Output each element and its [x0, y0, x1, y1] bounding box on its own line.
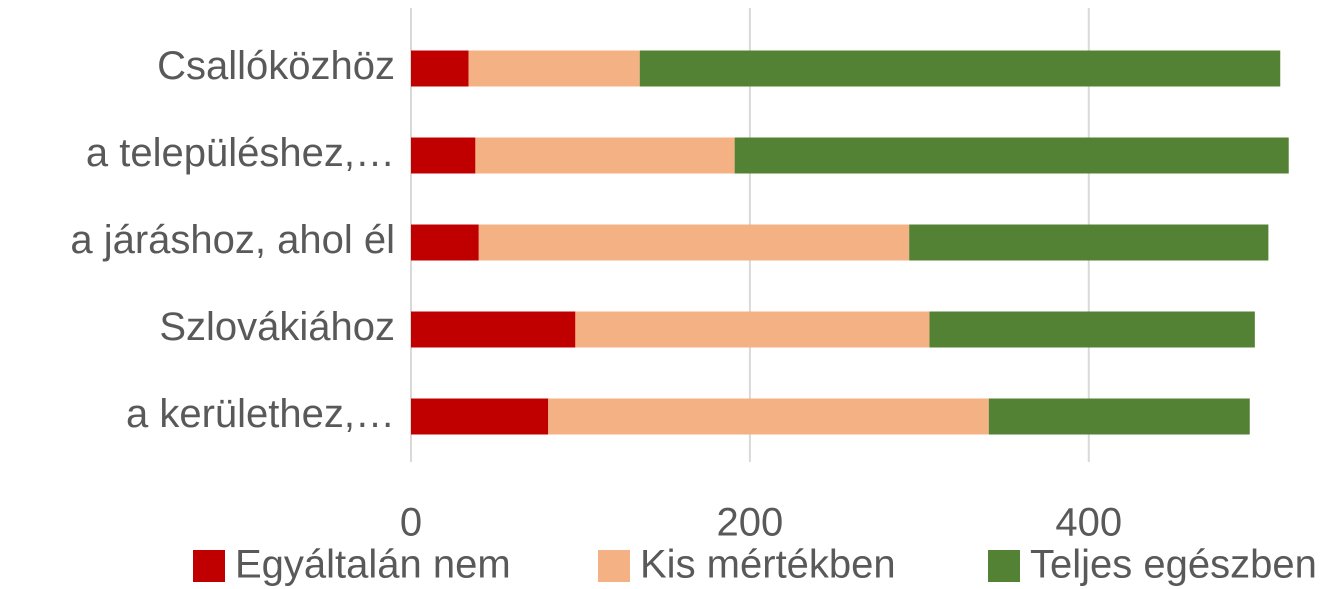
legend-swatch	[598, 550, 630, 582]
x-tick-label: 0	[400, 501, 422, 545]
bar-segment	[734, 137, 1289, 174]
legend-label: Teljes egészben	[1030, 543, 1317, 587]
x-tick-label: 400	[1055, 501, 1122, 545]
y-tick-label: Csallóközhöz	[157, 44, 395, 88]
bar-segment	[478, 224, 910, 261]
bar-segment	[411, 224, 479, 261]
bar-segment	[411, 311, 576, 348]
legend-label: Egyáltalán nem	[235, 543, 511, 587]
bar-segment	[475, 137, 735, 174]
bar-segment	[929, 311, 1255, 348]
bar-segment	[411, 398, 549, 435]
y-tick-label: a kerülethez,…	[126, 392, 395, 436]
legend-swatch	[988, 550, 1020, 582]
bar-segment	[411, 137, 476, 174]
bar-segment	[468, 50, 640, 87]
legend-swatch	[193, 550, 225, 582]
bar-segment	[988, 398, 1250, 435]
legend-label: Kis mértékben	[640, 543, 896, 587]
bar-segment	[548, 398, 989, 435]
y-tick-label: a településhez,…	[86, 131, 395, 175]
y-tick-label: Szlovákiához	[159, 305, 395, 349]
bar-segment	[909, 224, 1269, 261]
bar-segment	[411, 50, 469, 87]
y-tick-label: a járáshoz, ahol él	[70, 218, 395, 262]
x-tick-label: 200	[717, 501, 784, 545]
bar-segment	[575, 311, 930, 348]
bar-segment	[639, 50, 1281, 87]
